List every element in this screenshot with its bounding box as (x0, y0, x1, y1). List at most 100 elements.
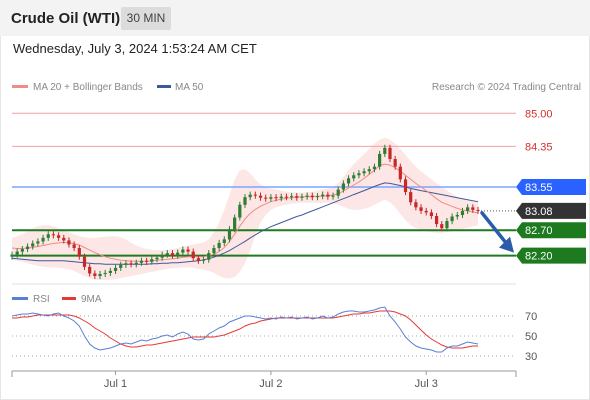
candle-body (46, 234, 50, 238)
candle (476, 206, 480, 214)
candle-body (150, 259, 154, 262)
candle (315, 193, 320, 201)
candle-body (424, 210, 428, 213)
candle (155, 254, 159, 263)
candle (383, 144, 387, 157)
candle-body (217, 242, 221, 249)
candle-body (145, 260, 149, 262)
candle (357, 170, 361, 179)
rsi-legend-swatch (12, 297, 28, 300)
candle-body (264, 197, 268, 199)
candle (72, 241, 76, 252)
candle (196, 255, 201, 264)
candle (25, 243, 30, 253)
candle (77, 244, 81, 260)
candle-body (372, 166, 377, 170)
candle (67, 237, 71, 248)
candle (434, 212, 439, 228)
candle-body (93, 273, 97, 276)
candle (424, 207, 428, 216)
candle-body (227, 229, 232, 240)
candle-body (331, 195, 335, 197)
candle-body (31, 243, 35, 247)
candle (176, 249, 180, 259)
pivot-tag (516, 202, 586, 219)
candle (372, 163, 377, 173)
candle (165, 250, 169, 258)
target-label: 83.55 (525, 182, 553, 194)
candle-body (186, 249, 190, 252)
candle (393, 155, 397, 170)
support-tag-4 (516, 222, 586, 239)
candle-body (82, 256, 87, 267)
candle-body (139, 260, 144, 263)
candle (51, 231, 56, 239)
candle (233, 214, 237, 233)
candle-body (176, 252, 180, 256)
candle (471, 204, 475, 213)
candle-body (77, 248, 81, 257)
candle-body (326, 194, 330, 197)
bollinger-band (12, 137, 478, 281)
candle-body (10, 254, 14, 257)
candle-body (414, 202, 418, 208)
candle-body (393, 159, 397, 167)
candle (113, 264, 118, 274)
candle (295, 193, 299, 201)
candle (300, 193, 304, 201)
header-bar: Crude Oil (WTI) 30 MIN (0, 0, 590, 36)
candle-body (113, 267, 118, 271)
candle (222, 236, 226, 246)
candle-body (119, 264, 123, 268)
candle (341, 180, 345, 193)
instrument-title: Crude Oil (WTI) (11, 10, 121, 27)
candle (305, 192, 309, 200)
candle (217, 239, 221, 252)
candle (207, 250, 211, 263)
rsi-ma-legend-label: 9MA (81, 294, 102, 305)
candle (170, 250, 175, 259)
candle (108, 267, 112, 276)
candle-body (279, 196, 283, 199)
candle (367, 166, 371, 175)
candle-body (170, 253, 175, 256)
candle (445, 218, 449, 232)
datetime-label: Wednesday, July 3, 2024 1:53:24 AM CET (13, 41, 257, 56)
candle-body (300, 196, 304, 198)
bollinger-band-area (12, 137, 478, 281)
candle (346, 175, 351, 187)
candle (160, 251, 164, 261)
interval-badge[interactable]: 30 MIN (121, 7, 171, 30)
candle (15, 248, 19, 258)
candle (440, 221, 444, 232)
candle (429, 209, 434, 220)
candle (62, 234, 66, 244)
x-tick-label: Jul 2 (259, 378, 282, 390)
candle-body (196, 258, 201, 261)
candle-body (362, 171, 366, 174)
x-tick-label: Jul 1 (104, 378, 127, 390)
candle (134, 259, 138, 268)
candle-body (238, 204, 242, 218)
candle-body (51, 234, 56, 236)
candle (269, 194, 273, 202)
credit-label: Research © 2024 Trading Central (432, 82, 581, 93)
candle-body (269, 197, 273, 199)
candle-body (419, 207, 423, 211)
level-labels: 85.00 84.35 83.55 83.08 82.70 82.20 (516, 108, 586, 264)
candle (201, 256, 206, 264)
candle-body (346, 178, 351, 184)
candle-body (409, 192, 413, 203)
candle-body (284, 196, 289, 198)
candle (124, 260, 128, 268)
candle (450, 213, 454, 225)
candle-body (103, 272, 107, 274)
candle (186, 246, 190, 255)
candle (253, 191, 257, 199)
candle (336, 186, 340, 199)
candle (264, 194, 268, 202)
rsi-tick-label: 70 (525, 311, 537, 323)
candle-body (315, 196, 320, 198)
candle (419, 204, 423, 214)
rsi-legend-label: RSI (33, 294, 50, 305)
